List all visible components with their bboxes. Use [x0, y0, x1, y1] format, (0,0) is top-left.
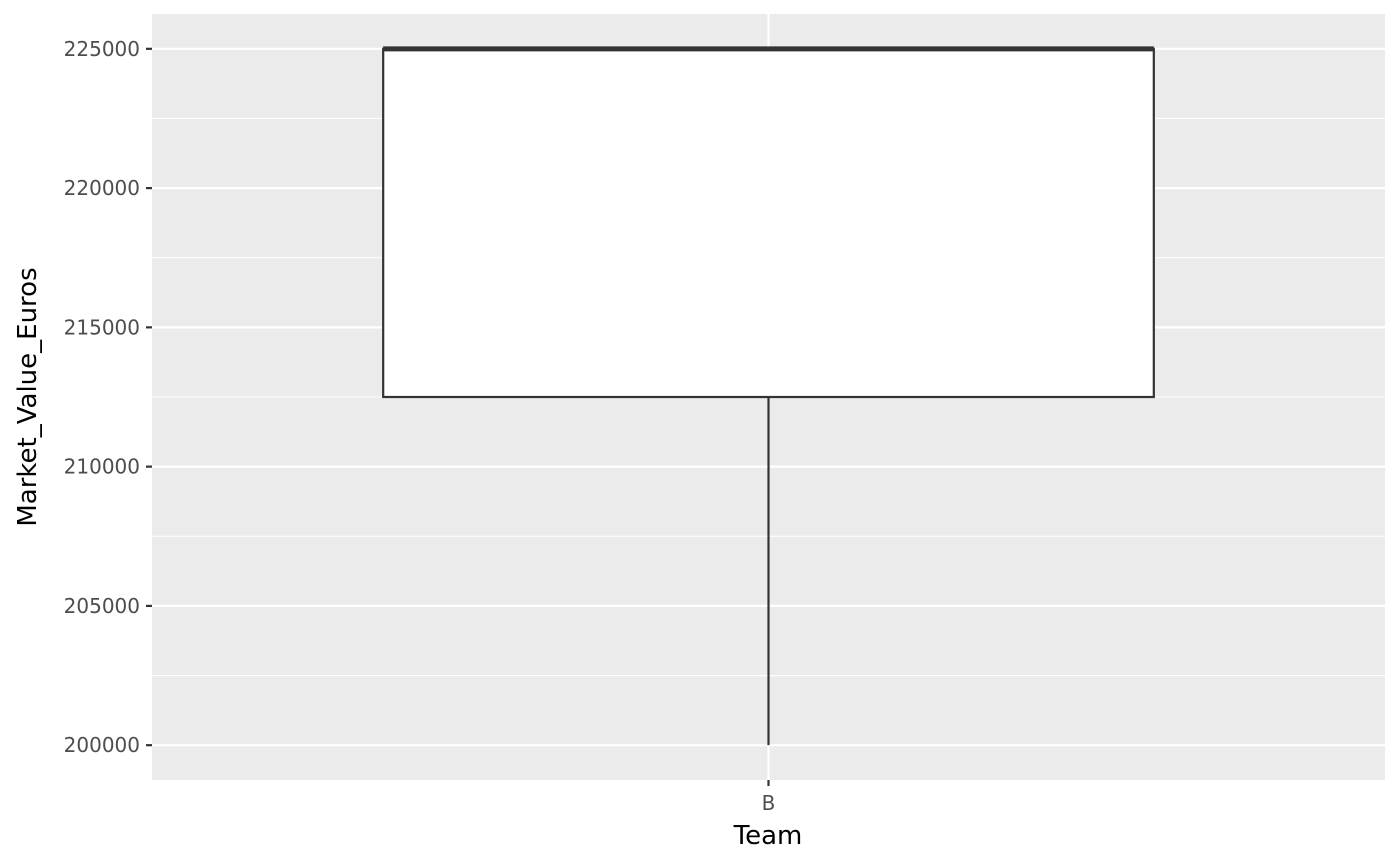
x-tick-label: B [762, 791, 776, 815]
x-axis-ticks: B [762, 780, 776, 815]
y-axis-title: Market_Value_Euros [13, 267, 43, 526]
y-tick-label: 205000 [64, 594, 140, 618]
boxplot-boxes [382, 46, 1155, 746]
y-tick-label: 225000 [64, 37, 140, 61]
y-tick-label: 210000 [64, 455, 140, 479]
y-tick-label: 200000 [64, 733, 140, 757]
x-axis-title: Team [733, 821, 803, 851]
y-axis-ticks: 200000 205000 210000 215000 220000 225000 [64, 37, 152, 757]
iqr-box [382, 47, 1155, 399]
y-tick-label: 220000 [64, 176, 140, 200]
y-tick-label: 215000 [64, 315, 140, 339]
